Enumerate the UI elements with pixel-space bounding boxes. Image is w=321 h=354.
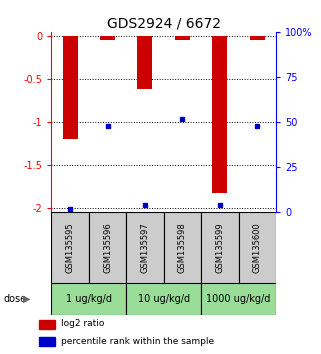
Bar (89, 212, 126, 283)
Bar (137, 36, 152, 90)
Text: dose: dose (3, 294, 26, 304)
Bar (164, 212, 201, 283)
Text: GSM135600: GSM135600 (253, 222, 262, 273)
Bar (63, 36, 78, 139)
Bar (39, 320, 55, 329)
Bar (239, 212, 276, 283)
Bar (201, 283, 276, 315)
Text: 10 ug/kg/d: 10 ug/kg/d (138, 294, 190, 304)
Bar (250, 36, 265, 40)
Bar (100, 36, 115, 40)
Bar (39, 337, 55, 346)
Title: GDS2924 / 6672: GDS2924 / 6672 (107, 17, 221, 31)
Bar (126, 212, 164, 283)
Text: GSM135596: GSM135596 (103, 222, 112, 273)
Text: percentile rank within the sample: percentile rank within the sample (61, 337, 214, 346)
Text: GSM135599: GSM135599 (215, 222, 224, 273)
Text: log2 ratio: log2 ratio (61, 319, 104, 329)
Bar (51, 212, 89, 283)
Text: GSM135598: GSM135598 (178, 222, 187, 273)
Bar (51, 283, 126, 315)
Bar (175, 36, 190, 40)
Text: GSM135595: GSM135595 (65, 222, 74, 273)
Text: 1000 ug/kg/d: 1000 ug/kg/d (206, 294, 271, 304)
Bar (213, 36, 227, 193)
Text: 1 ug/kg/d: 1 ug/kg/d (66, 294, 112, 304)
Text: ▶: ▶ (23, 294, 30, 304)
Text: GSM135597: GSM135597 (141, 222, 150, 273)
Bar (201, 212, 239, 283)
Bar (126, 283, 201, 315)
